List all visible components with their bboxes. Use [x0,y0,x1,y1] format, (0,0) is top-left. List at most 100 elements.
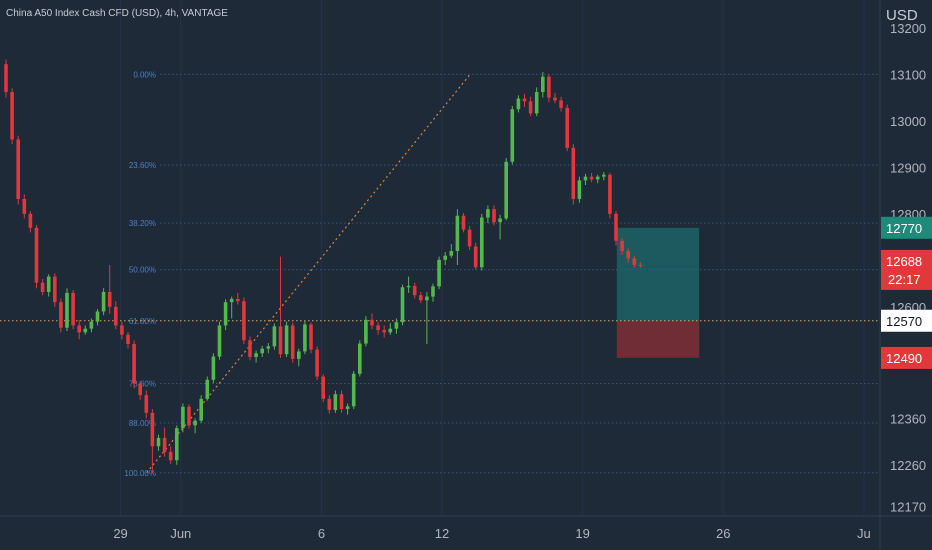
price-labels: 12770 12688 22:17 12570 12490 [881,216,932,369]
candle-body [181,406,185,429]
candle-body [175,428,179,461]
time-tick-label: 12 [435,526,449,541]
candle-body [77,325,81,333]
candle-body [467,229,472,247]
candle-body [260,348,264,354]
price-badge-countdown: 22:17 [888,272,921,287]
price-badge-value: 12688 [886,254,922,269]
time-axis[interactable]: 29 Jun 6 12 19 26 Ju [113,526,870,541]
candle-body [370,319,374,326]
candle-body [168,451,173,461]
price-badge-stop [881,346,932,369]
fib-level-label: 100.00% [124,469,156,478]
candle-body [229,298,234,303]
candle-body [290,325,295,359]
candle-body [516,98,521,110]
candle-body [83,328,88,333]
candle-body [266,346,271,349]
candle-body [327,398,332,411]
candle-body [522,98,527,102]
candle-body [559,100,563,108]
candle-body [620,240,624,252]
candle-body [59,302,63,328]
price-tick-label: 12170 [890,500,926,515]
currency-label[interactable]: USD [886,7,918,24]
candle-body [205,379,210,399]
candle-body [95,311,100,322]
candle-body [486,209,490,218]
price-badge-target [881,216,932,239]
fib-level-label: 38.20% [129,219,156,228]
time-tick-label: 26 [716,526,730,541]
candle-body [608,174,612,214]
candle-body [339,394,344,410]
candlestick-series [4,59,643,474]
profit-zone[interactable] [616,227,700,321]
time-tick-label: Ju [857,526,871,541]
candle-body [40,282,45,292]
candle-body [120,325,124,335]
chart-title: China A50 Index Cash CFD (USD), 4h, VANT… [6,8,228,19]
candle-body [162,437,167,452]
fib-level-label: 0.00% [133,70,156,79]
candle-body [614,213,618,241]
price-tick-label: 13100 [890,67,926,82]
candle-body [278,326,283,355]
candle-body [504,161,508,219]
price-badge-current [881,249,932,290]
candle-body [193,420,197,426]
candle-body [394,322,399,329]
time-tick-label: Jun [170,526,191,541]
time-tick-label: 19 [575,526,589,541]
candle-body [589,176,594,180]
candle-body [272,326,277,347]
candle-body [632,258,637,265]
candle-body [382,330,386,333]
candle-body [16,139,20,199]
candle-body [126,334,130,344]
candle-body [412,285,417,296]
candle-body [553,97,557,101]
candle-body [187,406,191,426]
loss-zone[interactable] [616,320,700,358]
candle-body [376,325,380,331]
candle-body [364,319,368,344]
candle-body [473,246,478,268]
candle-body [284,325,289,355]
candle-body [541,76,545,93]
candle-body [437,259,441,287]
candle-body [315,349,319,377]
time-tick-label: 29 [113,526,127,541]
candle-body [498,218,502,223]
candle-body [138,383,142,396]
position-zones[interactable] [616,227,700,358]
candle-body [602,174,606,177]
candle-body [89,321,94,329]
candle-body [455,215,460,252]
candle-body [223,302,228,326]
candle-body [571,147,576,199]
candle-body [528,101,533,114]
price-tick-label: 13200 [890,21,926,36]
candle-body [28,213,33,228]
price-badge-entry [881,309,932,332]
candle-body [595,176,600,180]
candle-body [431,286,435,297]
candle-body [217,325,222,357]
candle-body [101,291,106,312]
fib-level-label: 88.00% [129,419,156,428]
candle-body [107,291,112,307]
candle-body [34,227,39,283]
candle-body [248,340,252,358]
candle-body [425,296,429,301]
price-tick-label: 12900 [890,160,926,175]
candle-body [144,395,149,413]
fib-level-label: 78.60% [129,380,156,389]
candle-body [358,343,362,374]
price-tick-label: 12260 [890,458,926,473]
candle-body [461,215,466,230]
candle-body [351,373,356,407]
candle-body [534,92,539,114]
